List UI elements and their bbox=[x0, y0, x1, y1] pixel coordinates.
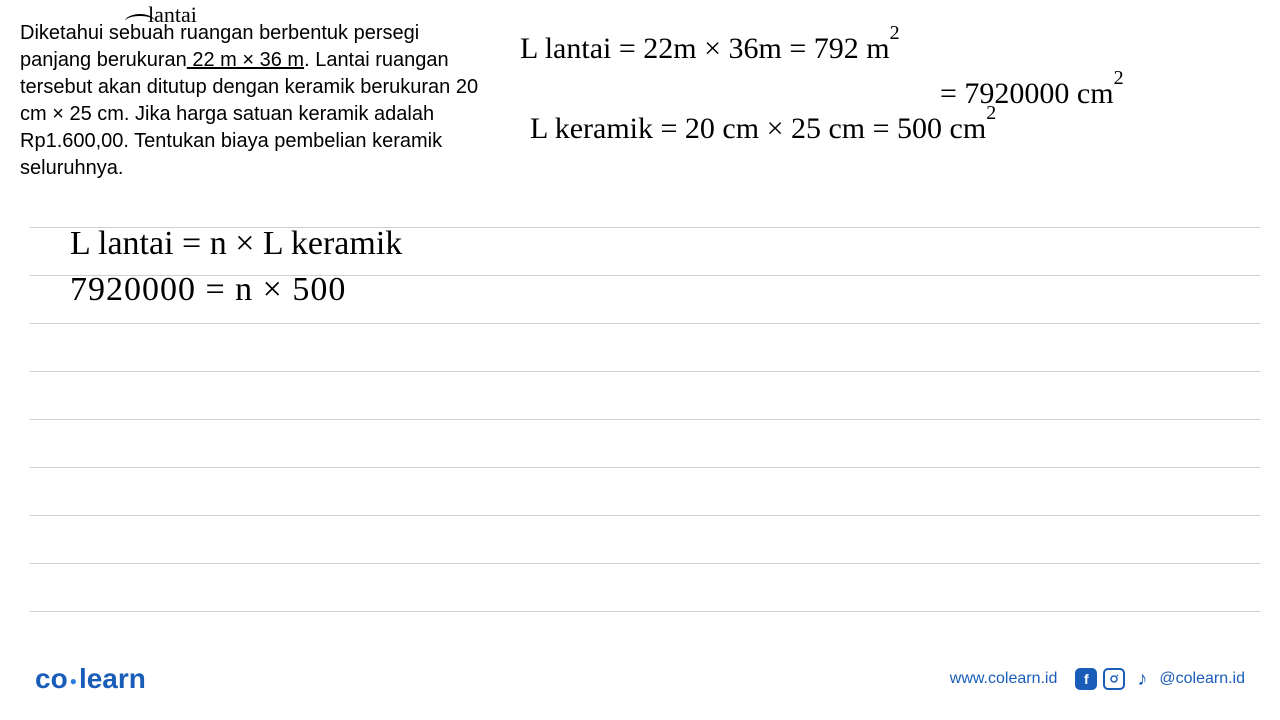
social-handle: @colearn.id bbox=[1159, 670, 1245, 688]
website-url: www.colearn.id bbox=[950, 670, 1058, 688]
ruled-line bbox=[30, 564, 1260, 612]
calc-floor-area: L lantai = 22m × 36m = 792 m2 bbox=[520, 30, 900, 66]
calc-line1b-text: = 7920000 cm bbox=[940, 77, 1114, 110]
equation-1: L lantai = n × L keramik bbox=[70, 225, 402, 263]
footer: co●learn www.colearn.id f ♪ @colearn.id bbox=[0, 663, 1280, 695]
calc-line1b-exp: 2 bbox=[1114, 67, 1124, 89]
instagram-icon bbox=[1103, 668, 1125, 690]
logo-learn: learn bbox=[79, 663, 146, 694]
ruled-line bbox=[30, 420, 1260, 468]
ruled-line bbox=[30, 516, 1260, 564]
calc-line2-text: L keramik = 20 cm × 25 cm = 500 cm bbox=[530, 112, 986, 145]
ruled-line bbox=[30, 468, 1260, 516]
logo-dot: ● bbox=[70, 674, 77, 688]
social-icons: f ♪ @colearn.id bbox=[1075, 668, 1245, 690]
calc-line2-exp: 2 bbox=[986, 102, 996, 124]
problem-dimensions: 22 m × 36 m bbox=[187, 49, 304, 71]
brand-logo: co●learn bbox=[35, 663, 146, 695]
calc-tile-area: L keramik = 20 cm × 25 cm = 500 cm2 bbox=[530, 110, 996, 146]
footer-right: www.colearn.id f ♪ @colearn.id bbox=[950, 668, 1245, 690]
calc-line1-text: L lantai = 22m × 36m = 792 m bbox=[520, 32, 890, 65]
equation-2: 7920000 = n × 500 bbox=[70, 271, 402, 309]
calc-floor-area-cm: = 7920000 cm2 bbox=[940, 75, 1124, 111]
facebook-icon: f bbox=[1075, 668, 1097, 690]
tiktok-icon: ♪ bbox=[1131, 668, 1153, 690]
calc-line1-exp: 2 bbox=[890, 22, 900, 44]
ruled-line bbox=[30, 372, 1260, 420]
ruled-line bbox=[30, 324, 1260, 372]
logo-co: co bbox=[35, 663, 68, 694]
equation-block: L lantai = n × L keramik 7920000 = n × 5… bbox=[70, 225, 402, 309]
problem-statement: Diketahui sebuah ruangan berbentuk perse… bbox=[20, 20, 480, 182]
instagram-svg bbox=[1108, 673, 1120, 685]
ruled-line bbox=[30, 180, 1260, 228]
